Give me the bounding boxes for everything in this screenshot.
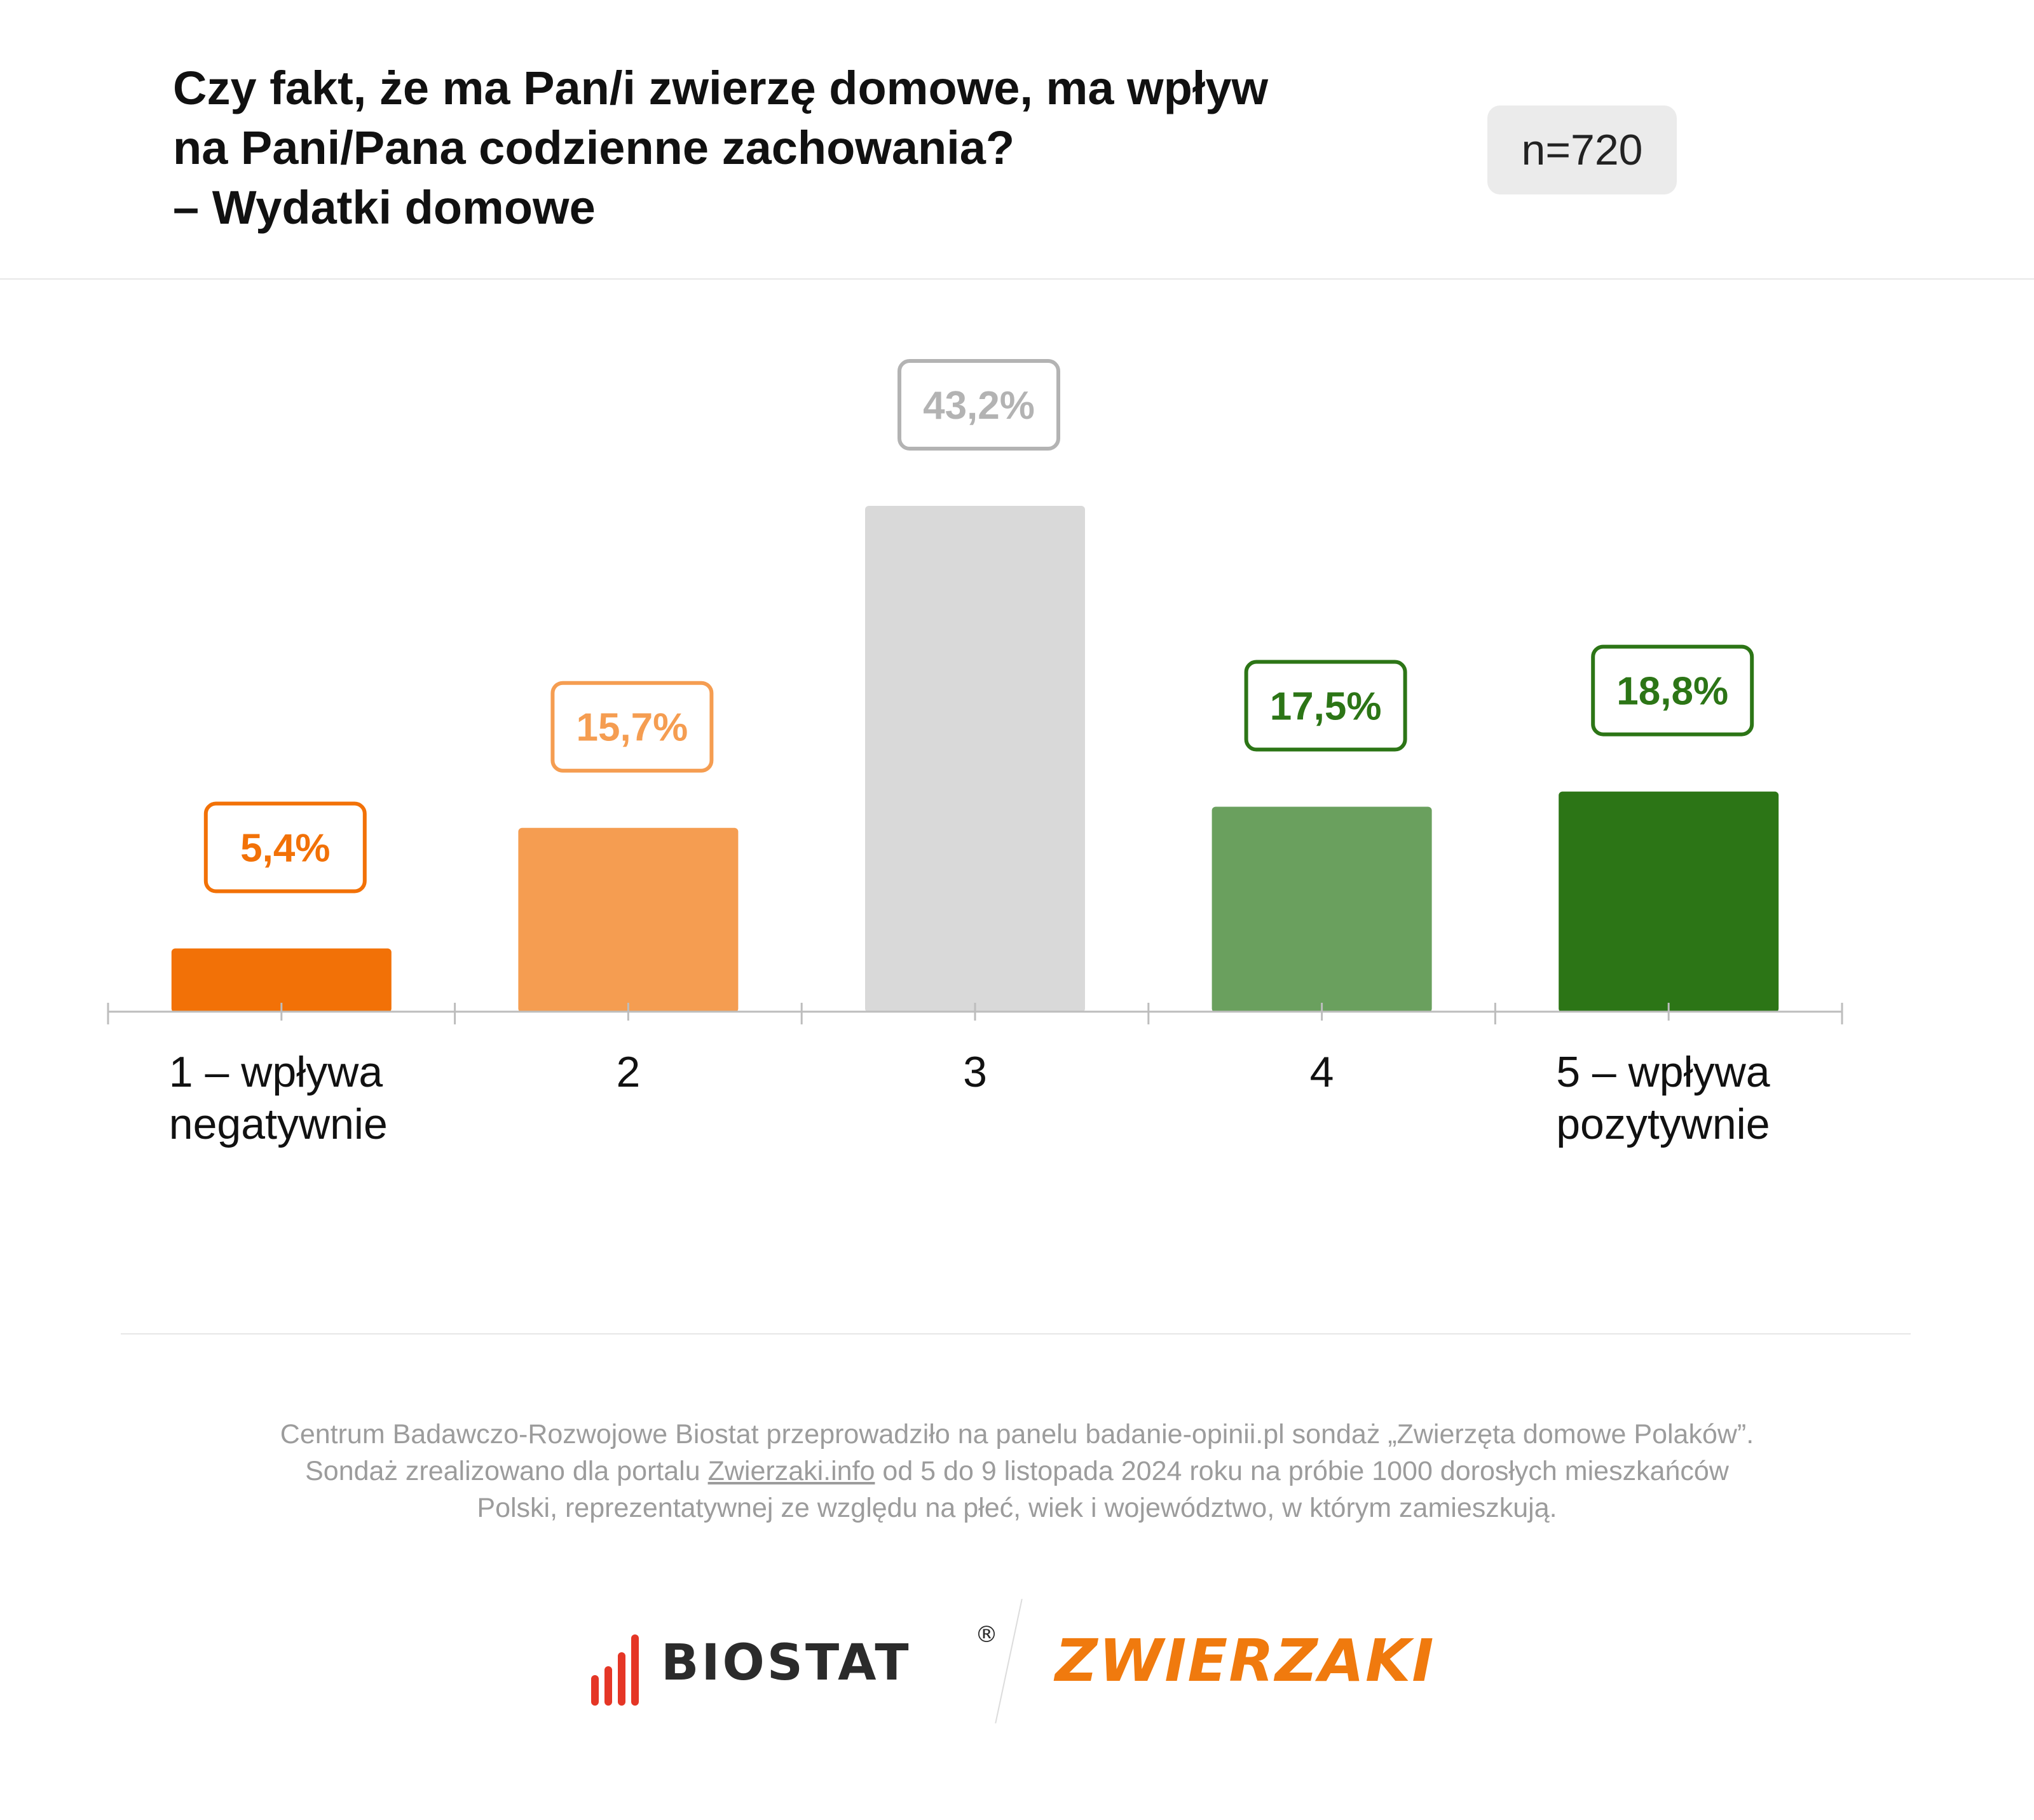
- zwierzaki-info-link[interactable]: Zwierzaki.info: [707, 1456, 875, 1486]
- value-label-box-2: [550, 681, 714, 773]
- methodology-note: Centrum Badawczo-Rozwojowe Biostat przep…: [89, 1416, 1945, 1526]
- chart-title-line-2: na Pani/Pana codzienne zachowania?: [173, 121, 1015, 174]
- zwierzaki-wordmark: ZWIERZAKI: [1055, 1627, 1435, 1695]
- value-label-box-5: [1591, 644, 1754, 737]
- value-label-1: 5,4%: [240, 827, 330, 871]
- category-label-5-line-1: 5 – wpływa: [1556, 1048, 1770, 1096]
- category-label-3: 3: [963, 1048, 987, 1096]
- category-label-1-line-2: negatywnie: [169, 1100, 388, 1148]
- bar-2: [518, 827, 739, 1012]
- category-label-1-line-1: 1 – wpływa: [169, 1048, 383, 1096]
- category-label-5-line-2: pozytywnie: [1556, 1100, 1770, 1148]
- value-label-box-3: [898, 359, 1060, 451]
- value-label-box-1: [203, 801, 367, 893]
- biostat-wordmark: BIOSTAT: [661, 1634, 911, 1692]
- chart-title-line-1: Czy fakt, że ma Pan/i zwierzę domowe, ma…: [173, 62, 1269, 114]
- bar-5: [1559, 791, 1779, 1012]
- note-line-1: Centrum Badawczo-Rozwojowe Biostat przep…: [280, 1419, 1754, 1450]
- bar-3: [865, 506, 1085, 1012]
- value-label-5: 18,8%: [1616, 670, 1728, 714]
- note-line-3: Polski, reprezentatywnej ze względu na p…: [477, 1493, 1557, 1523]
- header-divider: [0, 278, 2034, 280]
- logo-separator: [995, 1598, 1023, 1724]
- bar-1: [171, 948, 392, 1012]
- value-label-box-4: [1244, 660, 1407, 752]
- category-label-2: 2: [616, 1048, 640, 1096]
- value-label-4: 17,5%: [1270, 685, 1382, 729]
- bar-4: [1212, 806, 1432, 1012]
- value-label-2: 15,7%: [576, 706, 688, 750]
- biostat-bars-icon: [591, 1634, 639, 1706]
- note-line-2-start: Sondaż zrealizowano dla portalu: [305, 1456, 700, 1486]
- logos-row: BIOSTAT ® ZWIERZAKI: [0, 1589, 2034, 1741]
- value-label-3: 43,2%: [923, 384, 1035, 428]
- note-line-2-end: od 5 do 9 listopada 2024 roku na próbie …: [882, 1456, 1729, 1486]
- registered-mark: ®: [975, 1622, 998, 1648]
- chart-title: Czy fakt, że ma Pan/i zwierzę domowe, ma…: [173, 58, 1431, 238]
- category-label-4: 4: [1310, 1048, 1334, 1096]
- footer-divider: [121, 1333, 1911, 1334]
- chart-title-line-3: – Wydatki domowe: [173, 181, 596, 234]
- sample-size-badge: n=720: [1487, 105, 1677, 194]
